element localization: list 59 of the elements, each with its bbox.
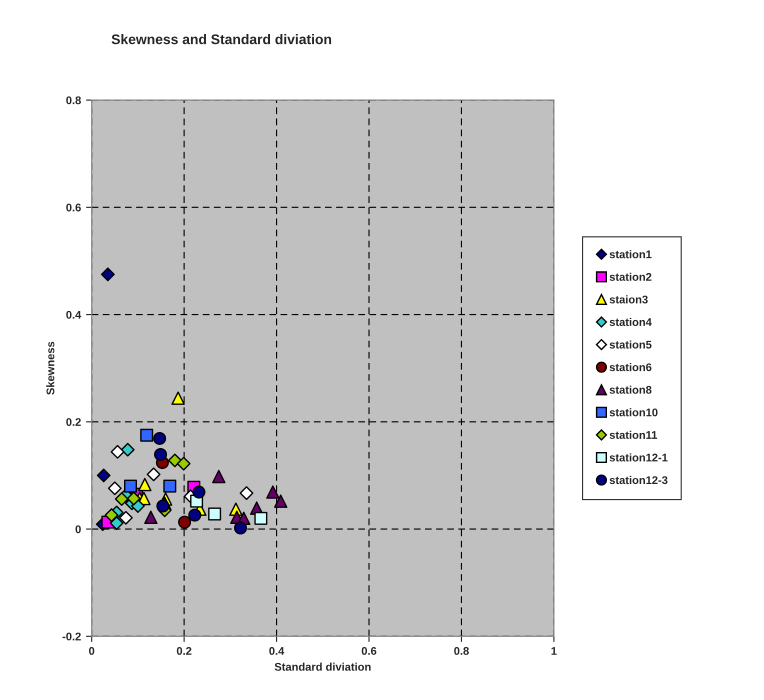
legend-label: station12-1	[610, 453, 668, 462]
legend-label: station5	[610, 340, 652, 349]
y-tick-label: 0.2	[66, 418, 81, 426]
y-tick-label: 0.8	[66, 96, 81, 104]
point	[110, 516, 124, 530]
x-tick-label: 1	[552, 647, 557, 655]
y-tick-label: 0.6	[66, 204, 81, 212]
point	[234, 521, 248, 534]
y-tick-label: 0.4	[66, 310, 82, 319]
point	[240, 486, 254, 500]
legend-label: station8	[610, 386, 652, 394]
point	[144, 510, 158, 524]
y-tick-label: 0	[76, 525, 81, 534]
point	[178, 516, 192, 529]
legend-label: station2	[610, 272, 652, 281]
y-tick-label: -0.2	[62, 632, 81, 640]
point	[138, 478, 152, 492]
point	[254, 512, 268, 525]
y-axis-title: Skewness	[46, 342, 54, 395]
point	[266, 485, 280, 499]
point	[274, 494, 288, 508]
point	[168, 454, 182, 468]
point	[156, 500, 170, 513]
legend-label: station10	[610, 408, 658, 416]
chart-title: Skewness and Standard diviation	[112, 34, 332, 44]
x-tick-label: 0.4	[269, 647, 284, 655]
x-tick-label: 0.2	[176, 647, 192, 655]
point	[171, 392, 185, 405]
point	[192, 486, 206, 499]
legend-label: station11	[610, 430, 658, 439]
legend-label: staion3	[610, 295, 648, 304]
point	[110, 444, 124, 459]
point	[163, 480, 176, 493]
point	[212, 470, 226, 484]
point	[114, 492, 129, 506]
x-tick-label: 0	[89, 647, 94, 655]
point	[124, 480, 138, 493]
point	[126, 492, 141, 506]
point	[120, 442, 135, 457]
x-axis-title: Standard diviation	[274, 662, 371, 671]
point	[130, 499, 145, 513]
legend-label: station4	[610, 318, 652, 326]
point	[208, 508, 222, 521]
point	[108, 481, 122, 496]
legend-label: station6	[610, 363, 652, 372]
point	[140, 428, 154, 442]
point	[188, 508, 202, 522]
x-tick-label: 0.8	[454, 647, 469, 655]
point	[154, 448, 168, 462]
point	[118, 510, 133, 525]
point	[176, 456, 191, 471]
legend-label: station12-3	[610, 476, 668, 484]
point	[153, 432, 166, 445]
point	[100, 267, 115, 282]
point	[146, 467, 161, 482]
point	[104, 508, 118, 522]
point	[96, 468, 111, 482]
legend-label: station1	[610, 250, 652, 258]
x-tick-label: 0.6	[362, 647, 376, 655]
